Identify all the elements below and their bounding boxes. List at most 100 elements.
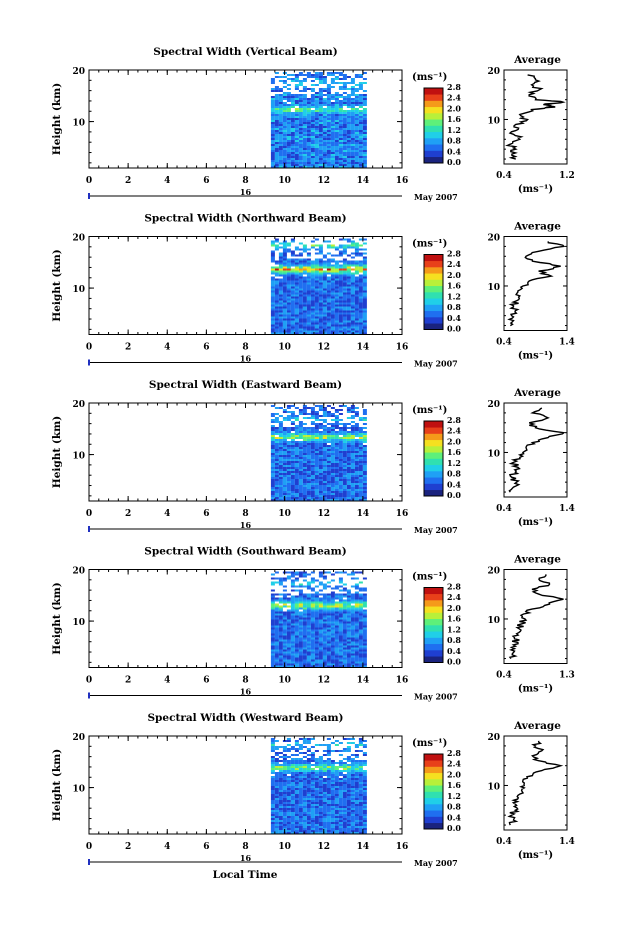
heatmap-cell	[290, 575, 295, 578]
heatmap-cell	[274, 740, 279, 742]
panel-title: Spectral Width (Northward Beam)	[144, 213, 346, 225]
heatmap-cell	[330, 318, 335, 321]
heatmap-cell	[362, 419, 367, 421]
heatmap-cell	[326, 110, 331, 112]
heatmap-cell	[318, 613, 323, 616]
profile-x-tick-label: 1.2	[559, 171, 575, 181]
heatmap-cell	[290, 581, 295, 584]
heatmap-cell	[270, 443, 275, 445]
heatmap-cell	[342, 122, 347, 124]
heatmap-cell	[314, 78, 319, 80]
heatmap-cell	[322, 132, 327, 134]
heatmap-cell	[282, 427, 287, 429]
heatmap-cell	[330, 637, 335, 640]
heatmap-cell	[342, 328, 347, 331]
heatmap-cell	[290, 645, 295, 648]
heatmap-cell	[298, 443, 303, 445]
heatmap-cell	[298, 254, 303, 257]
heatmap-cell	[274, 645, 279, 648]
heatmap-cell	[330, 288, 335, 291]
heatmap-cell	[302, 266, 307, 269]
heatmap-cell	[278, 495, 283, 497]
heatmap-cell	[314, 114, 319, 116]
heatmap-cell	[362, 90, 367, 92]
heatmap-cell	[350, 437, 355, 439]
heatmap-cell	[322, 126, 327, 128]
heatmap-cell	[338, 635, 343, 638]
heatmap-cell	[302, 284, 307, 287]
heatmap-cell	[342, 571, 347, 574]
heatmap-cell	[322, 770, 327, 772]
heatmap-cell	[358, 316, 363, 319]
heatmap-cell	[330, 465, 335, 467]
heatmap-cell	[318, 431, 323, 433]
heatmap-cell	[318, 280, 323, 283]
heatmap-cell	[362, 118, 367, 120]
heatmap-cell	[306, 282, 311, 285]
heatmap-cell	[322, 318, 327, 321]
heatmap-cell	[314, 318, 319, 321]
heatmap-cell	[274, 296, 279, 299]
heatmap-cell	[282, 124, 287, 126]
heatmap-cell	[274, 417, 279, 419]
heatmap-cell	[322, 276, 327, 279]
heatmap-cell	[290, 421, 295, 423]
heatmap-cell	[354, 443, 359, 445]
heatmap-cell	[346, 82, 351, 84]
heatmap-cell	[330, 316, 335, 319]
heatmap-cell	[286, 643, 291, 646]
heatmap-cell	[290, 286, 295, 289]
heatmap-cell	[346, 764, 351, 766]
heatmap-cell	[302, 148, 307, 150]
heatmap-cell	[314, 156, 319, 158]
heatmap-cell	[342, 318, 347, 321]
heatmap-cell	[358, 613, 363, 616]
heatmap-cell	[306, 479, 311, 481]
heatmap-cell	[318, 659, 323, 662]
heatmap-cell	[314, 639, 319, 642]
heatmap-cell	[318, 459, 323, 461]
heatmap-cell	[330, 298, 335, 301]
heatmap-cell	[310, 423, 315, 425]
heatmap-cell	[326, 571, 331, 574]
heatmap-cell	[330, 619, 335, 622]
heatmap-cell	[330, 80, 335, 82]
heatmap-cell	[286, 156, 291, 158]
heatmap-cell	[270, 405, 275, 407]
heatmap-cell	[334, 659, 339, 662]
heatmap-cell	[354, 601, 359, 604]
heatmap-cell	[362, 128, 367, 130]
heatmap	[270, 72, 367, 168]
heatmap-cell	[310, 605, 315, 608]
heatmap-cell	[318, 621, 323, 624]
heatmap-cell	[278, 166, 283, 168]
heatmap-cell	[278, 272, 283, 275]
heatmap-cell	[270, 433, 275, 435]
heatmap-cell	[302, 770, 307, 772]
heatmap-cell	[294, 120, 299, 122]
heatmap-cell	[278, 330, 283, 333]
heatmap-cell	[354, 635, 359, 638]
heatmap-cell	[298, 429, 303, 431]
heatmap-cell	[326, 94, 331, 96]
heatmap-cell	[294, 665, 299, 668]
heatmap-cell	[334, 132, 339, 134]
heatmap-cell	[350, 441, 355, 443]
heatmap-cell	[310, 499, 315, 501]
heatmap-cell	[298, 613, 303, 616]
heatmap-cell	[358, 635, 363, 638]
heatmap-cell	[290, 463, 295, 465]
heatmap-cell	[278, 625, 283, 628]
heatmap-cell	[346, 489, 351, 491]
heatmap-cell	[318, 471, 323, 473]
heatmap-cell	[290, 657, 295, 660]
heatmap-cell	[350, 284, 355, 287]
heatmap-cell	[302, 461, 307, 463]
heatmap-cell	[314, 302, 319, 305]
colorbar-unit-label: (ms⁻¹)	[412, 572, 447, 583]
heatmap-cell	[362, 248, 367, 251]
heatmap-cell	[330, 613, 335, 616]
heatmap-cell	[274, 102, 279, 104]
heatmap-cell	[290, 653, 295, 656]
heatmap-cell	[342, 639, 347, 642]
